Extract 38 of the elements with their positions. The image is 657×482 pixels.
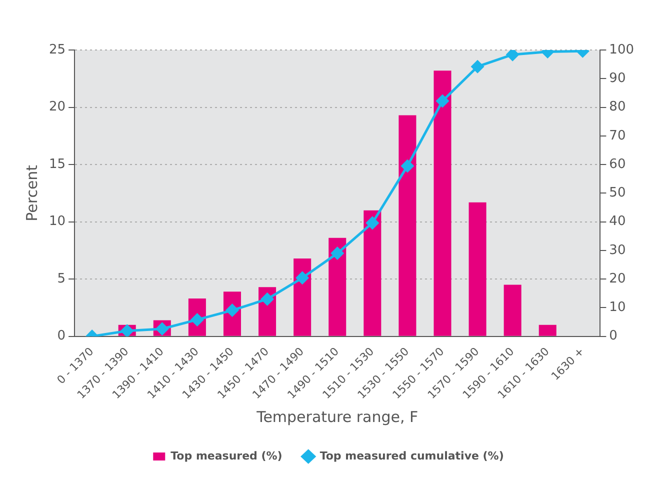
point bbox=[261, 292, 274, 306]
point bbox=[436, 94, 449, 108]
point bbox=[366, 216, 379, 230]
bar bbox=[398, 115, 416, 336]
y2-tick-label: 50 bbox=[609, 186, 626, 201]
bar bbox=[328, 238, 346, 336]
bar bbox=[434, 70, 452, 336]
legend-label: Top measured (%) bbox=[170, 449, 282, 462]
bar bbox=[538, 324, 556, 336]
y2-tick-label: 80 bbox=[609, 100, 626, 115]
y-axis-title: Percent bbox=[22, 164, 41, 222]
bar bbox=[294, 258, 312, 336]
point bbox=[471, 60, 484, 73]
y-tick-label: 0 bbox=[57, 328, 66, 344]
point bbox=[120, 324, 134, 336]
y2-tick-label: 20 bbox=[609, 271, 626, 286]
y2-tick-label: 30 bbox=[609, 242, 626, 258]
y2-tick-label: 60 bbox=[609, 156, 626, 172]
bar bbox=[504, 284, 522, 336]
x-axis-title: Temperature range, F bbox=[256, 408, 418, 426]
y2-tick-label: 40 bbox=[609, 214, 626, 230]
y-tick-label: 20 bbox=[48, 100, 66, 115]
y-tick-label: 25 bbox=[48, 42, 66, 58]
point bbox=[296, 272, 309, 284]
point bbox=[401, 160, 414, 172]
point bbox=[506, 50, 519, 61]
point bbox=[331, 247, 344, 260]
y-tick-label: 15 bbox=[48, 156, 66, 172]
bar bbox=[364, 210, 382, 336]
y2-tick-label: 10 bbox=[609, 300, 626, 316]
y-tick-label: 10 bbox=[48, 214, 66, 230]
legend-label: Top measured cumulative (%) bbox=[320, 449, 504, 462]
bar bbox=[468, 202, 486, 336]
y2-tick-label: 70 bbox=[609, 128, 626, 144]
y2-tick-label: 100 bbox=[609, 42, 634, 58]
y2-tick-label: 0 bbox=[609, 328, 618, 344]
y-tick-label: 5 bbox=[57, 271, 66, 286]
y2-tick-label: 90 bbox=[609, 71, 626, 86]
